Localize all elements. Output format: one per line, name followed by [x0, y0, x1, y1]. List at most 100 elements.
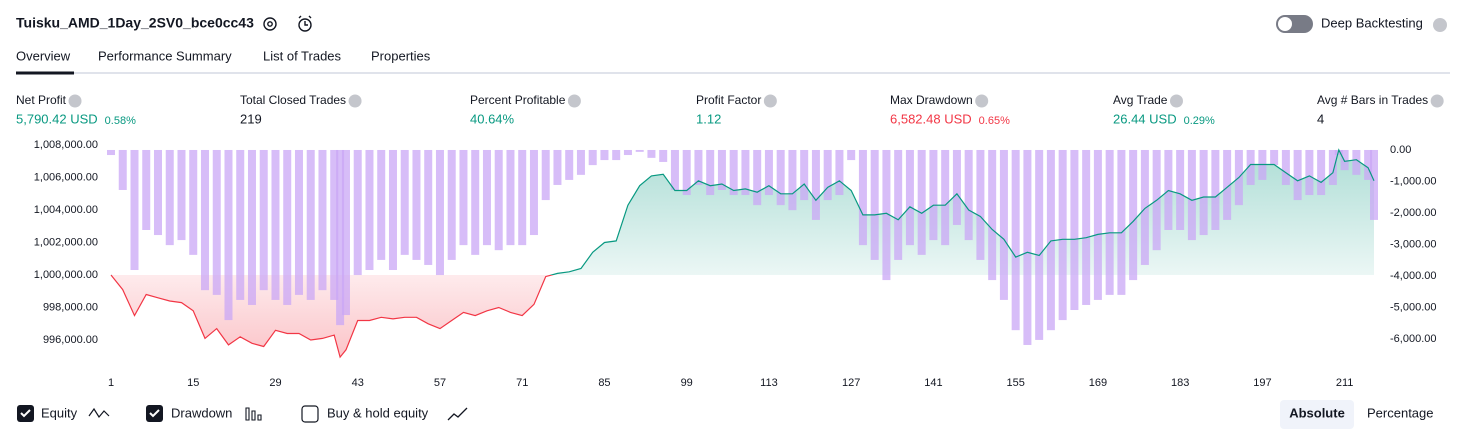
x-tick-label: 85	[598, 377, 610, 389]
legend-label: Drawdown	[171, 405, 232, 420]
drawdown-bar	[682, 149, 691, 196]
drawdown-bar	[811, 149, 820, 220]
check	[149, 409, 160, 418]
drawdown-bar	[1199, 149, 1208, 236]
drawdown-bar	[247, 149, 256, 305]
drawdown-bar	[1058, 149, 1067, 321]
x-tick-label: 71	[516, 377, 528, 389]
deep-backtesting-label: Deep Backtesting	[1321, 15, 1423, 30]
info-icon	[1169, 94, 1183, 108]
alert-icon[interactable]	[298, 15, 312, 32]
x-tick-label: 141	[924, 377, 942, 389]
mode-button-active[interactable]	[1280, 400, 1354, 429]
mode-label: Absolute	[1289, 405, 1345, 420]
equity-line	[110, 148, 1375, 359]
drawdown-bar	[1270, 149, 1279, 166]
y2-tick-label: 0.00	[1390, 144, 1411, 156]
metric-percent: 0.58%	[105, 115, 136, 127]
drawdown-bar	[541, 149, 550, 201]
drawdown-bar	[1211, 149, 1220, 230]
drawdown-bar	[330, 149, 339, 300]
metric-value: 6,582.48 USD	[890, 111, 972, 126]
drawdown-bar	[1023, 149, 1032, 345]
x-tick-label: 57	[434, 377, 446, 389]
drawdown-bar	[976, 149, 985, 260]
drawdown-bar	[1246, 149, 1255, 185]
y-tick-label: 1,006,000.00	[34, 171, 98, 183]
drawdown-bar	[200, 149, 209, 291]
metric-value: 219	[240, 111, 262, 126]
drawdown-bar	[694, 149, 703, 185]
tab[interactable]: Properties	[371, 48, 431, 63]
info-icon	[975, 94, 989, 108]
metric-value: 40.64%	[470, 111, 515, 126]
drawdown-bar	[224, 149, 233, 321]
settings-icon[interactable]	[263, 17, 277, 31]
drawdown-bar	[1093, 149, 1102, 300]
drawdown-bar	[294, 149, 303, 295]
y2-tick-label: -3,000.00	[1390, 238, 1436, 250]
y-tick-label: 1,000,000.00	[34, 269, 98, 281]
checkbox-unchecked[interactable]	[301, 405, 319, 423]
drawdown-bar	[1176, 149, 1185, 230]
drawdown-bar	[306, 149, 315, 300]
info-icon	[68, 94, 82, 108]
x-tick-label: 127	[842, 377, 860, 389]
drawdown-bar	[706, 149, 715, 196]
metric-label: Net Profit	[16, 93, 67, 107]
drawdown-bar	[1117, 149, 1126, 295]
drawdown-bar	[1334, 149, 1343, 156]
y-tick-label: 998,000.00	[43, 301, 98, 313]
drawdown-bar	[1317, 149, 1326, 196]
drawdown-bar	[1070, 149, 1079, 311]
help-icon[interactable]	[1433, 18, 1447, 32]
drawdown-bar	[847, 149, 856, 161]
drawdown-bar	[823, 149, 832, 201]
info-icon	[1430, 94, 1444, 108]
drawdown-bar	[165, 149, 174, 246]
drawdown-bar	[336, 149, 345, 326]
metric-value: 4	[1317, 111, 1324, 126]
drawdown-bar	[189, 149, 198, 255]
tab[interactable]: Performance Summary	[98, 48, 232, 63]
x-tick-label: 99	[681, 377, 693, 389]
drawdown-bar	[412, 149, 421, 260]
drawdown-bar	[482, 149, 491, 246]
info-icon	[348, 94, 362, 108]
drawdown-bar	[1187, 149, 1196, 241]
drawdown-bar	[518, 149, 527, 246]
drawdown-bar	[1370, 149, 1378, 220]
check	[20, 409, 31, 418]
drawdown-bar	[471, 149, 480, 255]
tab[interactable]: Overview	[16, 48, 71, 63]
tab[interactable]: List of Trades	[263, 48, 342, 63]
drawdown-bar	[130, 149, 139, 271]
drawdown-bar	[365, 149, 374, 271]
y-tick-label: 1,008,000.00	[34, 139, 98, 151]
metric-value: 26.44 USD	[1113, 111, 1177, 126]
drawdown-bar	[999, 149, 1008, 300]
metric-percent: 0.65%	[979, 115, 1010, 127]
drawdown-bar	[588, 149, 597, 166]
drawdown-bar	[623, 149, 632, 156]
mode-label[interactable]: Percentage	[1367, 405, 1434, 420]
drawdown-bar	[835, 149, 844, 196]
drawdown-bar	[1223, 149, 1232, 220]
y2-tick-label: -1,000.00	[1390, 175, 1436, 187]
drawdown-bar	[729, 149, 738, 196]
y2-tick-label: -4,000.00	[1390, 270, 1436, 282]
drawdown-bar	[1011, 149, 1020, 331]
info-icon	[763, 94, 777, 108]
drawdown-bar	[177, 149, 186, 241]
x-tick-label: 1	[108, 377, 114, 389]
drawdown-bar	[1105, 149, 1114, 295]
drawdown-bar	[388, 149, 397, 271]
drawdown-bar	[377, 149, 386, 260]
x-tick-label: 197	[1253, 377, 1271, 389]
info-icon	[567, 94, 581, 108]
drawdown-bar	[659, 149, 668, 162]
x-tick-label: 155	[1006, 377, 1024, 389]
drawdown-bar	[964, 149, 973, 241]
drawdown-bar	[600, 149, 609, 161]
